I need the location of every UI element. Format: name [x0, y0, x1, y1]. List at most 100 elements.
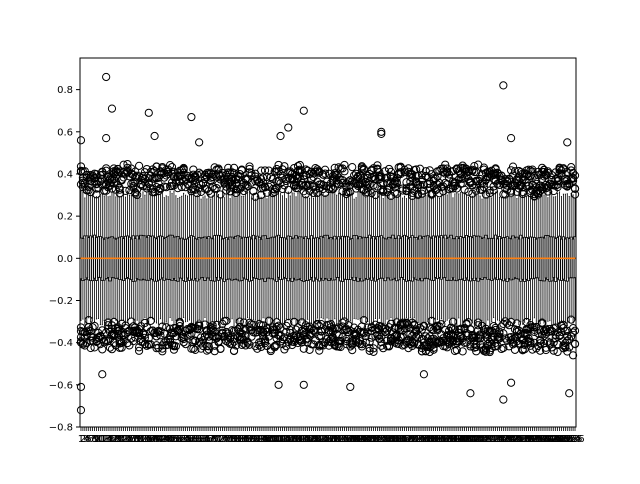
- outlier-point: [257, 337, 266, 346]
- outlier-point: [501, 190, 510, 199]
- x-tick-label: 247: [548, 434, 567, 445]
- outlier-point: [167, 162, 177, 172]
- outlier-point: [165, 160, 175, 170]
- outlier-point: [84, 322, 93, 332]
- x-tick-label: 79: [226, 434, 239, 445]
- x-tick-label: 194: [445, 434, 464, 445]
- outlier-point: [359, 316, 368, 325]
- outlier-point: [412, 332, 421, 341]
- outlier-point: [162, 323, 171, 332]
- outlier-point: [545, 324, 554, 334]
- outlier-point: [129, 183, 138, 192]
- x-tick-label: 162: [383, 434, 402, 445]
- x-tick-label: 240: [534, 434, 553, 445]
- outlier-point: [262, 324, 272, 333]
- outlier-point: [241, 324, 250, 333]
- outlier-point: [140, 333, 150, 342]
- x-tick-label: 227: [509, 434, 528, 445]
- x-tick-label: 77: [222, 434, 235, 445]
- outlier-point: [146, 340, 155, 349]
- x-tick-label: 17: [106, 434, 119, 445]
- outlier-point: [330, 163, 339, 172]
- outlier-point: [402, 184, 411, 193]
- outlier-point: [289, 317, 299, 326]
- outlier-point: [570, 184, 580, 193]
- x-tick-label: 155: [370, 434, 389, 445]
- outlier-point: [458, 347, 467, 356]
- x-tick-label: 103: [269, 434, 288, 445]
- outlier-point: [150, 166, 159, 176]
- x-tick-label: 145: [350, 434, 369, 445]
- outlier-point: [367, 333, 376, 342]
- outlier-point: [334, 331, 343, 340]
- outlier-point: [518, 187, 527, 197]
- outlier-point: [377, 172, 386, 182]
- outlier-point: [346, 382, 355, 392]
- x-tick-label: 61: [191, 434, 204, 445]
- outlier-point: [202, 346, 212, 355]
- outlier-point: [475, 334, 485, 343]
- outlier-point: [563, 138, 572, 147]
- x-tick-label: 238: [531, 434, 550, 445]
- outlier-point: [299, 106, 308, 115]
- x-tick-label: 141: [343, 434, 362, 445]
- x-tick-label: 206: [469, 434, 488, 445]
- outlier-point: [235, 184, 244, 193]
- outlier-point: [408, 188, 417, 197]
- x-tick-label: 28: [127, 434, 140, 445]
- outlier-point: [439, 187, 448, 196]
- x-tick-label: 154: [368, 434, 387, 445]
- outlier-point: [510, 167, 520, 176]
- x-tick-label: 224: [503, 434, 522, 445]
- outlier-point: [193, 170, 202, 179]
- box-61: [195, 194, 199, 326]
- outlier-point: [567, 163, 576, 172]
- outlier-point: [262, 188, 272, 197]
- outlier-point: [419, 370, 429, 379]
- x-tick-label: 119: [300, 434, 319, 445]
- box-90: [251, 194, 255, 320]
- outlier-point: [369, 344, 378, 353]
- x-tick-label: 226: [507, 434, 526, 445]
- x-tick-label: 135: [331, 434, 350, 445]
- outlier-point: [568, 168, 578, 178]
- outlier-point: [458, 336, 467, 345]
- x-tick-label: 15: [102, 434, 115, 445]
- x-tick-label: 157: [374, 434, 393, 445]
- outlier-point: [340, 167, 349, 176]
- outlier-point: [497, 344, 506, 354]
- outlier-point: [437, 320, 446, 329]
- outlier-point: [342, 325, 351, 335]
- outlier-point: [204, 332, 213, 341]
- x-tick-label: 45: [160, 434, 173, 445]
- x-tick-label: 216: [488, 434, 507, 445]
- x-tick-label: 116: [294, 434, 313, 445]
- outlier-point: [103, 183, 113, 192]
- x-tick-label: 254: [562, 434, 581, 445]
- x-tick-label: 181: [420, 434, 439, 445]
- x-tick-label: 29: [129, 434, 142, 445]
- outlier-point: [144, 174, 153, 183]
- outlier-point: [506, 378, 516, 387]
- outlier-point: [553, 347, 562, 357]
- outlier-point: [565, 389, 574, 398]
- outlier-point: [144, 108, 153, 117]
- outlier-point: [348, 346, 357, 355]
- x-tick-label: 8: [91, 434, 97, 445]
- x-tick-label: 13: [98, 434, 111, 445]
- x-tick-label: 72: [212, 434, 225, 445]
- x-tick-label: 243: [540, 434, 559, 445]
- outlier-point: [400, 165, 409, 174]
- outlier-point: [408, 318, 417, 327]
- outlier-point: [107, 104, 117, 113]
- x-tick-label: 191: [440, 434, 459, 445]
- x-tick-label: 179: [416, 434, 435, 445]
- y-tick-label: −0.2: [49, 296, 73, 307]
- outlier-point: [557, 321, 566, 331]
- outlier-point: [377, 322, 386, 331]
- outlier-point: [568, 328, 578, 337]
- x-tick-label: 231: [517, 434, 536, 445]
- outlier-point: [530, 327, 539, 337]
- x-tick-label: 53: [175, 434, 188, 445]
